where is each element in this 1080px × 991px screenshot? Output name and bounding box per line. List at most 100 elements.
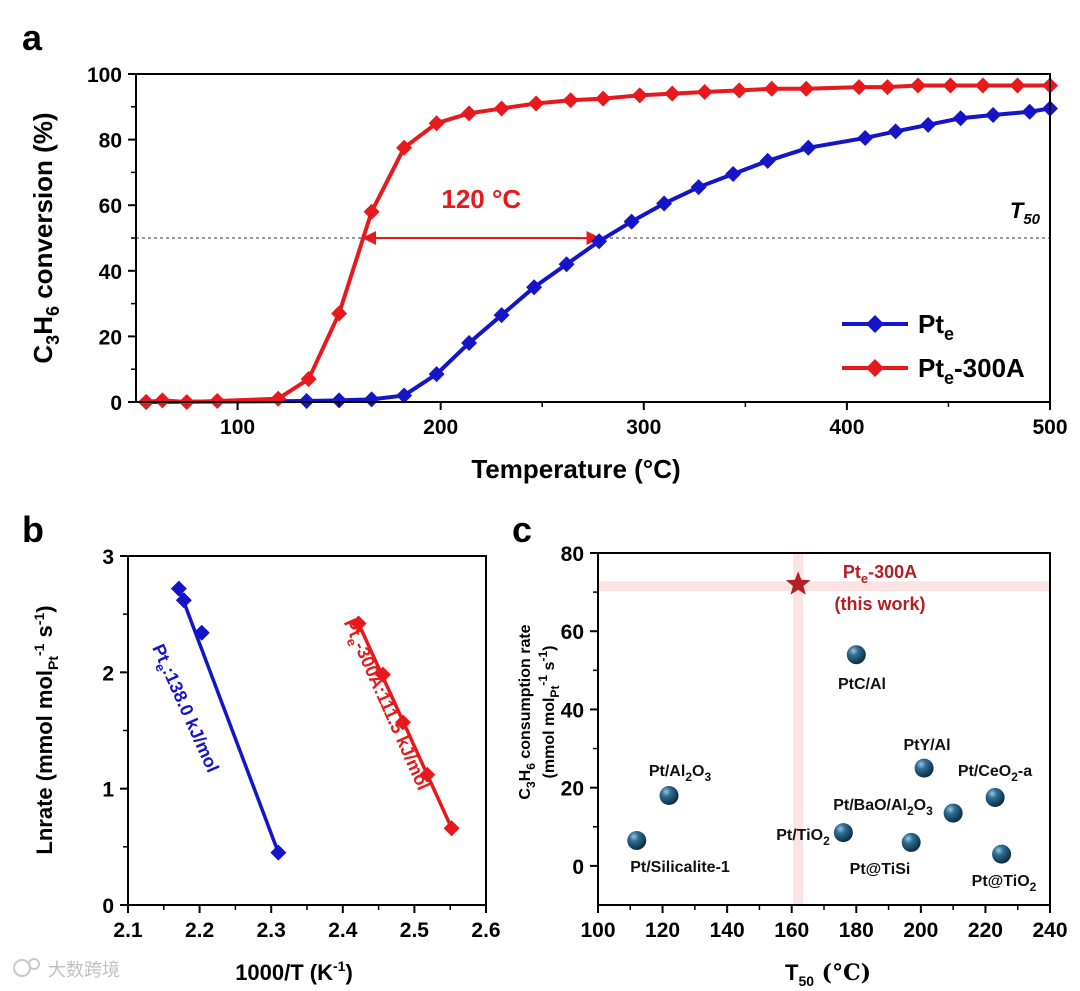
- panel-a-y-tick-label: 100: [87, 64, 122, 87]
- panel-b-x-tick-label: 2.3: [257, 919, 286, 942]
- data-point-pte: [952, 110, 969, 127]
- panel-c-y-tick-label: 80: [561, 543, 584, 566]
- data-point-pte-300a: [331, 305, 348, 322]
- series-line-pte-300a: [145, 83, 1050, 405]
- panel-b-y-tick-label: 1: [102, 779, 114, 802]
- this-work-label-line2: (this work): [834, 594, 925, 614]
- data-point-pte: [887, 123, 904, 140]
- temperature-gap-annotation: 120 °C: [362, 184, 601, 245]
- label-pt-tio2: Pt/TiO2: [776, 827, 830, 848]
- catalyst-point-pt-silicalite-1: [627, 830, 647, 850]
- data-point-pte: [656, 195, 673, 212]
- panel-a-y-tick-label: 60: [99, 195, 122, 218]
- panel-b-x-tick-label: 2.2: [185, 919, 214, 942]
- panel-c-x-tick-label: 140: [710, 919, 745, 942]
- data-point-pte-300a: [493, 100, 510, 117]
- panel-a-x-tick-label: 200: [423, 416, 458, 439]
- panel-b-y-axis-title: Lnrate (mmol molPt-1 s-1): [31, 605, 61, 854]
- panel-a-label: a: [22, 17, 43, 58]
- legend-label-pte: Pte: [918, 309, 954, 344]
- arrhenius-point-pte-300a: [350, 615, 367, 632]
- pte-300a-activation-energy-label: Pte-300A:111.5 kJ/mol: [336, 616, 433, 795]
- data-point-pte: [591, 233, 608, 250]
- panel-a-y-tick-label: 40: [99, 261, 122, 284]
- data-point-pte-300a: [396, 139, 413, 156]
- arrhenius-point-pte: [193, 624, 210, 641]
- panel-b-x-ticks: 2.1 2.2 2.3 2.4 2.5 2.6: [113, 905, 501, 942]
- data-point-pte-300a: [300, 371, 317, 388]
- label-pt-bao-al2o3: Pt/BaO/Al2O3: [833, 797, 933, 818]
- panel-b-x-tick-label: 2.6: [471, 919, 500, 942]
- panel-c-y-ticks: 0 20 40 60 80: [561, 543, 598, 879]
- this-work-label-line1: Pte-300A: [843, 562, 917, 586]
- panel-c-y-tick-label: 60: [561, 621, 584, 644]
- t50-label: T50: [1010, 198, 1041, 228]
- gap-label: 120 °C: [441, 184, 521, 214]
- legend-label-pte-300a: Pte-300A: [918, 353, 1025, 388]
- data-point-pte: [725, 166, 742, 183]
- data-point-pte-300a: [363, 203, 380, 220]
- data-point-pte-300a: [909, 77, 926, 94]
- data-point-pte-300a: [595, 90, 612, 107]
- data-point-pte: [428, 366, 445, 383]
- panel-c-x-tick-label: 180: [839, 919, 874, 942]
- panel-c-x-ticks: 100 120 140 160 180 200 220 240: [580, 905, 1068, 942]
- panel-b-y-ticks: 0 1 2 3: [102, 546, 128, 918]
- panel-a-x-axis-title: Temperature (°C): [471, 454, 680, 484]
- arrhenius-point-pte-300a: [443, 820, 460, 837]
- arrhenius-point-pte-300a: [419, 766, 436, 783]
- panel-c-y-axis-title-line2: (mmol molPt-1 s-1): [536, 646, 562, 779]
- panel-c-y-tick-label: 0: [572, 856, 584, 879]
- data-point-pte-300a: [428, 115, 445, 132]
- panel-c-y-tick-label: 40: [561, 699, 584, 722]
- panel-c: c 100 120 140 160 180 200 220 240 0 20 40 60 80 Pt/…: [512, 509, 1068, 989]
- watermark: 大数跨境: [13, 958, 120, 980]
- data-point-pte-300a: [461, 105, 478, 122]
- panel-a-x-tick-label: 300: [626, 416, 661, 439]
- panel-c-points: [627, 571, 1012, 864]
- arrhenius-point-pte: [175, 592, 192, 609]
- data-point-pte-300a: [696, 84, 713, 101]
- data-point-pte-300a: [763, 80, 780, 97]
- panel-a-legend: Pte Pte-300A: [842, 309, 1025, 388]
- pte-activation-energy-label: Pte:138.0 kJ/mol: [145, 641, 223, 777]
- data-point-pte: [623, 213, 640, 230]
- data-point-pte-300a: [631, 87, 648, 104]
- data-point-pte: [331, 392, 348, 409]
- panel-b-y-tick-label: 2: [102, 662, 114, 685]
- data-point-pte-300a: [154, 392, 171, 409]
- data-point-pte-300a: [974, 77, 991, 94]
- arrhenius-pte: [170, 580, 287, 861]
- panel-c-y-tick-label: 20: [561, 778, 584, 801]
- data-point-pte: [920, 116, 937, 133]
- label-pt-silicalite-1: Pt/Silicalite-1: [630, 859, 730, 876]
- watermark-logo-icon: [13, 959, 31, 977]
- panel-b-label: b: [22, 509, 44, 550]
- panel-c-x-tick-label: 200: [903, 919, 938, 942]
- panel-c-x-tick-label: 160: [774, 919, 809, 942]
- panel-a-y-tick-label: 20: [99, 326, 122, 349]
- panel-b: b 2.1 2.2 2.3 2.4 2.5 2.6 0 1 2 3 Pte:138.0 kJ/m…: [22, 509, 501, 985]
- catalyst-point-pt-ceo2-a: [985, 787, 1005, 807]
- panel-c-y-axis-title-line1: C3H6 consumption rate: [517, 624, 538, 799]
- catalyst-point-pty-al: [914, 758, 934, 778]
- data-point-pte-300a: [528, 95, 545, 112]
- panel-b-series: [170, 580, 460, 861]
- data-point-pte: [690, 179, 707, 196]
- series-line-pte: [146, 106, 1051, 404]
- arrhenius-point-pte-300a: [374, 666, 391, 683]
- data-point-pte-300a: [851, 79, 868, 96]
- series-pte: [138, 100, 1058, 410]
- panel-b-y-tick-label: 0: [102, 895, 114, 918]
- catalyst-point-pt-bao-al2o3: [943, 803, 963, 823]
- watermark-text: 大数跨境: [48, 960, 120, 980]
- label-pt-at-tio2: Pt@TiO2: [972, 873, 1037, 894]
- panel-b-x-tick-label: 2.4: [328, 919, 358, 942]
- panel-a-x-tick-label: 100: [220, 416, 255, 439]
- panel-a-y-tick-label: 80: [99, 130, 122, 153]
- label-ptc-al: PtC/Al: [838, 676, 886, 693]
- panel-b-y-tick-label: 3: [102, 546, 114, 569]
- panel-a-y-ticks: 0 20 40 60 80 100: [87, 64, 136, 415]
- arrhenius-point-pte: [170, 580, 187, 597]
